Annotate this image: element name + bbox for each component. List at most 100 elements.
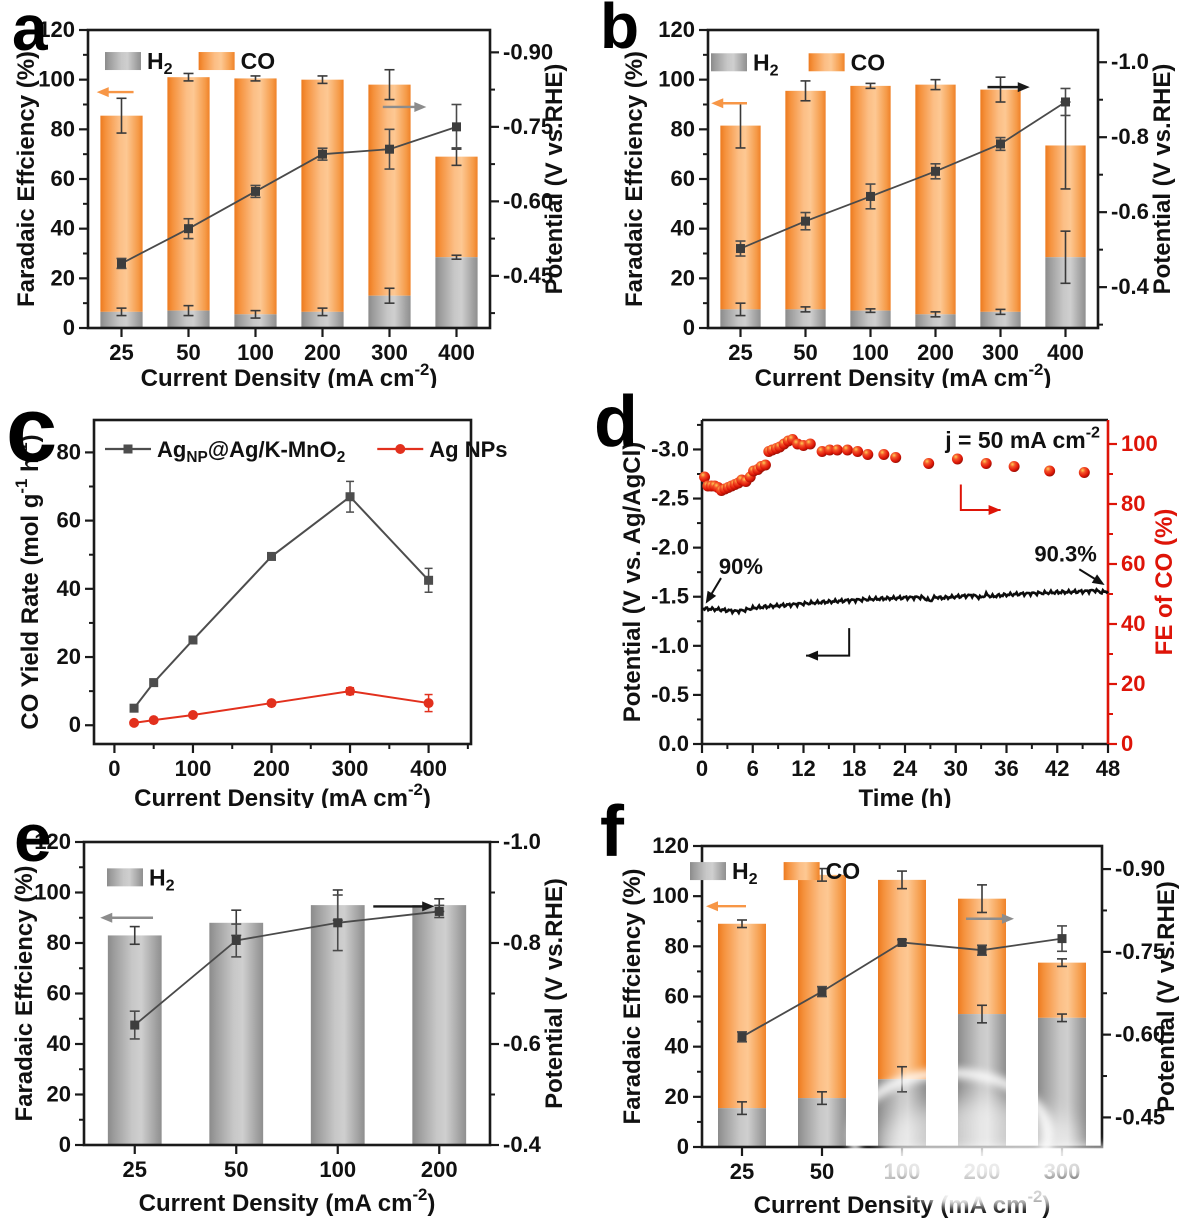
svg-text:80: 80 <box>1121 491 1145 516</box>
svg-text:-0.60: -0.60 <box>1115 1022 1165 1047</box>
svg-text:100: 100 <box>34 880 71 905</box>
svg-text:0: 0 <box>108 756 120 781</box>
svg-text:-0.45: -0.45 <box>1115 1104 1165 1129</box>
svg-text:-0.8: -0.8 <box>1111 124 1149 149</box>
svg-text:60: 60 <box>57 508 81 533</box>
svg-text:Potential (V vs.RHE): Potential (V vs.RHE) <box>541 64 568 295</box>
svg-text:-0.8: -0.8 <box>503 930 541 955</box>
svg-text:Faradaic Effciency (%): Faradaic Effciency (%) <box>621 51 648 307</box>
svg-text:25: 25 <box>109 340 133 365</box>
svg-text:25: 25 <box>123 1157 147 1182</box>
svg-text:60: 60 <box>51 166 75 191</box>
svg-text:25: 25 <box>730 1159 754 1184</box>
svg-text:Faradaic Effciency (%): Faradaic Effciency (%) <box>13 51 40 307</box>
svg-text:300: 300 <box>982 340 1019 365</box>
svg-text:Potential (V vs.RHE): Potential (V vs.RHE) <box>541 878 568 1109</box>
svg-text:H2: H2 <box>147 48 173 78</box>
svg-text:40: 40 <box>47 1031 71 1056</box>
svg-text:-0.75: -0.75 <box>1115 939 1165 964</box>
svg-text:0: 0 <box>59 1132 71 1157</box>
svg-text:20: 20 <box>51 265 75 290</box>
svg-text:24: 24 <box>893 756 918 781</box>
svg-text:-0.60: -0.60 <box>503 188 553 213</box>
svg-text:-0.90: -0.90 <box>503 39 553 64</box>
chart-a-faradaic-efficiency: 0 20 40 60 80 100 120 Faradaic Effciency (%) -0.… <box>13 17 568 392</box>
svg-text:400: 400 <box>438 340 475 365</box>
panel-d: d 0.0 -0.5 -1.0 -1.5 -2.0 -2.5 -3.0 Potential (… <box>590 386 1198 812</box>
svg-text:-0.90: -0.90 <box>1115 856 1165 881</box>
svg-text:Current Density (mA cm-2): Current Density (mA cm-2) <box>141 360 438 388</box>
svg-text:90%: 90% <box>719 554 763 579</box>
panel-letter-a: a <box>12 0 48 64</box>
svg-text:H2: H2 <box>149 864 175 894</box>
svg-text:50: 50 <box>793 340 817 365</box>
svg-text:-0.6: -0.6 <box>503 1031 541 1056</box>
svg-text:H2: H2 <box>732 858 758 888</box>
svg-text:200: 200 <box>253 756 290 781</box>
svg-text:40: 40 <box>51 216 75 241</box>
svg-text:80: 80 <box>47 930 71 955</box>
panel-c: c 0 100 200 300 400 Current Density (mA cm-2)… <box>6 384 583 812</box>
svg-text:Time (h): Time (h) <box>859 785 952 808</box>
svg-text:-2.0: -2.0 <box>651 535 689 560</box>
svg-text:Potential (V vs. Ag/AgCl): Potential (V vs. Ag/AgCl) <box>619 442 646 722</box>
svg-text:-0.5: -0.5 <box>651 682 689 707</box>
panel-f: f 0 20 40 60 80 100 120 Faradaic Effciency (%) -… <box>590 796 1198 1225</box>
svg-text:80: 80 <box>665 933 689 958</box>
svg-text:-0.4: -0.4 <box>1111 274 1150 299</box>
svg-text:100: 100 <box>1121 431 1158 456</box>
svg-text:AgNP@Ag/K-MnO2: AgNP@Ag/K-MnO2 <box>157 437 345 466</box>
svg-text:120: 120 <box>34 829 71 854</box>
svg-text:100: 100 <box>175 756 212 781</box>
svg-text:100: 100 <box>652 883 689 908</box>
panel-letter-b: b <box>600 0 639 62</box>
svg-text:100: 100 <box>884 1159 921 1184</box>
svg-text:120: 120 <box>652 833 689 858</box>
svg-text:-1.0: -1.0 <box>1111 49 1149 74</box>
svg-text:36: 36 <box>994 756 1018 781</box>
svg-text:0: 0 <box>1121 731 1133 756</box>
panel-e: e 0 20 40 60 80 100 120 Faradaic Effciency (%) -… <box>8 804 588 1225</box>
svg-text:60: 60 <box>1121 551 1145 576</box>
svg-text:300: 300 <box>332 756 369 781</box>
svg-text:400: 400 <box>1047 340 1084 365</box>
svg-text:0.0: 0.0 <box>658 731 689 756</box>
svg-text:400: 400 <box>410 756 447 781</box>
svg-text:-0.6: -0.6 <box>1111 199 1149 224</box>
panel-letter-d: d <box>594 382 638 462</box>
svg-text:j = 50 mA cm-2: j = 50 mA cm-2 <box>944 424 1100 453</box>
svg-text:60: 60 <box>47 981 71 1006</box>
svg-text:-1.0: -1.0 <box>651 633 689 658</box>
svg-text:200: 200 <box>964 1159 1001 1184</box>
svg-text:42: 42 <box>1045 756 1069 781</box>
svg-text:120: 120 <box>658 17 695 42</box>
svg-text:20: 20 <box>1121 671 1145 696</box>
svg-text:20: 20 <box>665 1084 689 1109</box>
svg-text:-2.5: -2.5 <box>651 486 689 511</box>
svg-text:CO: CO <box>241 48 276 74</box>
svg-text:Potential (V vs.RHE): Potential (V vs.RHE) <box>1153 881 1180 1112</box>
panel-b: b 0 20 40 60 80 100 120 Faradaic Effciency (%) -… <box>596 0 1198 392</box>
svg-text:Current Density (mA cm-2): Current Density (mA cm-2) <box>139 1185 436 1217</box>
svg-text:CO Yield Rate (mol g-1 h-1): CO Yield Rate (mol g-1 h-1) <box>12 434 44 729</box>
svg-text:0: 0 <box>677 1134 689 1159</box>
svg-text:50: 50 <box>176 340 200 365</box>
svg-text:CO: CO <box>851 49 886 75</box>
svg-text:40: 40 <box>57 576 81 601</box>
svg-text:0: 0 <box>696 756 708 781</box>
svg-text:Potential (V vs.RHE): Potential (V vs.RHE) <box>1149 64 1176 295</box>
svg-text:90.3%: 90.3% <box>1034 541 1096 566</box>
svg-text:100: 100 <box>852 340 889 365</box>
svg-text:300: 300 <box>371 340 408 365</box>
panel-a: a 0 20 40 60 80 100 120 Faradaic Effciency (%) -… <box>8 0 583 392</box>
panel-letter-f: f <box>600 792 624 872</box>
svg-text:Faradaic Effciency (%): Faradaic Effciency (%) <box>619 868 646 1124</box>
svg-text:6: 6 <box>747 756 759 781</box>
svg-text:Current Density (mA cm-2): Current Density (mA cm-2) <box>134 780 431 808</box>
svg-text:CO: CO <box>826 858 861 884</box>
svg-text:300: 300 <box>1044 1159 1081 1184</box>
svg-text:0: 0 <box>63 315 75 340</box>
svg-text:H2: H2 <box>753 49 779 79</box>
